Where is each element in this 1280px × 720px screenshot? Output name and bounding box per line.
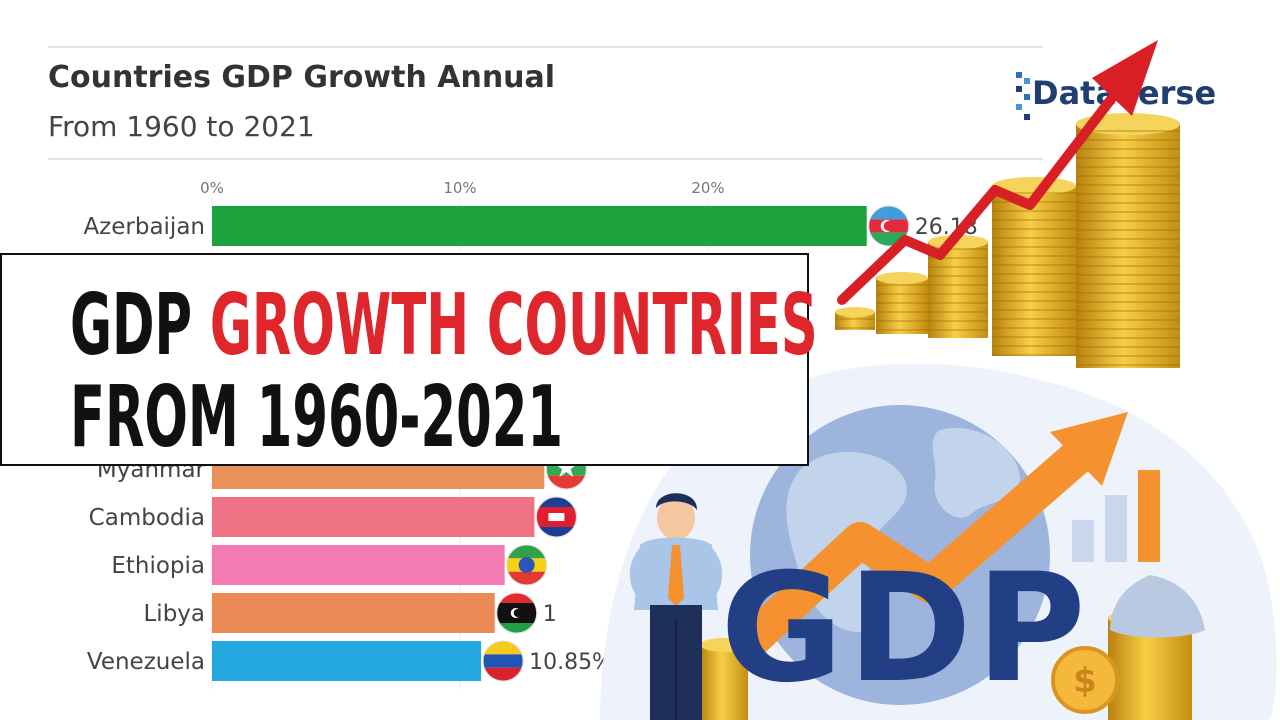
bar [212, 593, 495, 633]
value-label: 10.85% [529, 650, 613, 675]
businessman-figure [629, 493, 723, 720]
libya-flag-icon [496, 592, 538, 634]
coin-rims [835, 130, 1180, 366]
globe-continent-shape [932, 428, 1020, 518]
logo-pixel-icon [1016, 72, 1030, 120]
category-label: Libya [143, 601, 205, 627]
banner-line-1: GDP GROWTH COUNTRIES [70, 282, 818, 368]
bar [212, 206, 867, 246]
red-growth-arrow [837, 93, 1117, 305]
mini-bar-icon [1072, 520, 1094, 562]
red-arrow-head-icon [1092, 40, 1158, 116]
chart-title: Countries GDP Growth Annual [48, 60, 556, 95]
x-axis-ticks: 0% 10% 20% [200, 179, 725, 197]
bar [212, 545, 505, 585]
dollar-coin-icon [1051, 646, 1119, 714]
cambodia-flag-icon [535, 496, 577, 538]
banner-text-red: GROWTH COUNTRIES [209, 275, 818, 375]
top-divider [48, 46, 1043, 48]
category-label: Venezuela [87, 649, 205, 675]
bar [212, 641, 482, 681]
coin-stack-2 [876, 272, 928, 334]
bar-row: Ethiopia [111, 544, 548, 586]
orange-arrow-head-icon [1050, 412, 1128, 486]
money-bag-icon [1110, 575, 1205, 638]
dollar-sign: $ [1073, 661, 1097, 701]
chart-subtitle: From 1960 to 2021 [48, 110, 315, 143]
title-banner: GDP GROWTH COUNTRIES FROM 1960-2021 [0, 253, 818, 467]
bar-row: Libya 1 [143, 592, 557, 634]
coin-stack-5 [1076, 113, 1180, 368]
value-label: 1 [543, 602, 557, 627]
orange-growth-arrow [734, 432, 1103, 658]
venezuela-flag-icon [482, 640, 524, 682]
bar-row: Azerbaijan 26.18 [83, 205, 978, 247]
category-label: Ethiopia [111, 553, 205, 579]
bar [212, 497, 535, 537]
banner-line-2: FROM 1960-2021 [70, 367, 563, 467]
coin-stack-bottom-left [700, 638, 748, 720]
coin-stack-1 [835, 307, 875, 330]
x-tick-label: 0% [200, 179, 224, 197]
mini-bar-icon [1138, 470, 1160, 562]
x-tick-label: 10% [443, 179, 476, 197]
category-label: Azerbaijan [83, 214, 205, 240]
category-label: Cambodia [89, 505, 205, 531]
bar-row: Cambodia [89, 496, 577, 538]
mini-bar-icon [1105, 495, 1127, 562]
gdp-illustration-text: GDP [720, 542, 1090, 716]
banner-text-black: GDP [70, 275, 210, 375]
ethiopia-flag-icon [506, 544, 548, 586]
gold-coin-stacks [835, 113, 1180, 368]
header-divider [48, 158, 1043, 160]
bar-row: Venezuela 10.85% [87, 640, 613, 682]
x-tick-label: 20% [691, 179, 724, 197]
azerbaijan-flag-icon [868, 205, 910, 247]
